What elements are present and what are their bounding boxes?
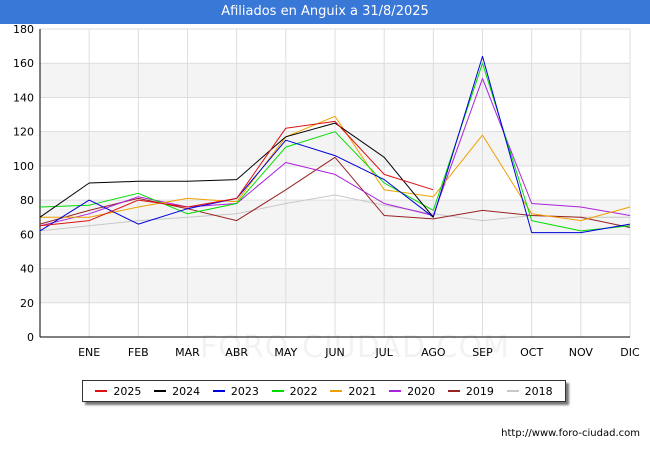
legend-label: 2025	[113, 384, 142, 398]
legend-label: 2022	[289, 384, 318, 398]
series-line-2024	[39, 122, 434, 218]
x-tick-label: NOV	[569, 346, 594, 359]
legend-swatch	[506, 390, 519, 392]
source-url[interactable]: http://www.foro-ciudad.com	[501, 428, 640, 439]
x-tick-labels: ENE FEB MAR ABR MAY JUN JUL AGO SEP OCT NOV DIC	[78, 346, 640, 359]
series-line-2023	[39, 55, 631, 234]
x-tick-label: FEB	[128, 346, 149, 359]
axes	[39, 29, 630, 338]
legend-swatch	[447, 390, 460, 392]
legend-item-2019: 2019	[447, 384, 494, 398]
chart-title: Afiliados en Anguix a 31/8/2025	[0, 0, 650, 24]
legend-item-2021: 2021	[330, 385, 376, 398]
series-line-2022	[39, 62, 631, 232]
legend-item-2025: 2025	[95, 385, 141, 398]
legend-label: 2023	[230, 384, 259, 398]
legend-label: 2018	[524, 384, 553, 398]
x-tick-label: MAY	[274, 346, 297, 359]
legend-swatch	[330, 390, 343, 392]
x-tick-label: OCT	[520, 346, 543, 359]
legend-swatch	[212, 390, 225, 392]
y-tick-label: 180	[13, 24, 34, 36]
chart-area: 0 20 40 60 80 100 120 140 160 180 ENE FEB MAR ABR MAY…	[13, 24, 640, 359]
y-tick-label: 40	[20, 263, 34, 276]
legend-label: 2020	[407, 384, 436, 398]
y-tick-label: 60	[20, 228, 34, 241]
y-tick-label: 20	[20, 297, 34, 310]
legend-swatch	[271, 390, 284, 392]
x-tick-label: AGO	[421, 346, 446, 359]
y-tick-label: 0	[27, 331, 34, 344]
legend-label: 2021	[348, 384, 377, 398]
legend-item-2022: 2022	[271, 384, 318, 398]
legend: 2025 2024 2023 2022 2021 2020 2019 2018	[82, 380, 566, 402]
legend-item-2018: 2018	[506, 384, 553, 398]
y-tick-labels: 0 20 40 60 80 100 120 140 160 180	[13, 24, 34, 344]
legend-item-2024: 2024	[154, 385, 200, 398]
series-line-2025	[39, 120, 434, 227]
x-tick-label: JUN	[324, 346, 345, 359]
legend-swatch	[389, 390, 402, 392]
x-tick-label: ABR	[225, 346, 248, 359]
legend-swatch	[154, 390, 167, 392]
x-tick-label: ENE	[78, 346, 100, 359]
legend-item-2023: 2023	[212, 384, 259, 398]
y-tick-label: 140	[13, 91, 34, 104]
x-tick-label: MAR	[175, 346, 200, 359]
series-line-2020	[39, 78, 631, 227]
x-tick-label: JUL	[374, 346, 393, 359]
legend-swatch	[95, 390, 108, 392]
series-lines	[39, 55, 631, 234]
legend-label: 2024	[172, 384, 201, 398]
y-tick-label: 80	[20, 194, 34, 207]
series-line-2019	[39, 156, 631, 228]
x-tick-label: SEP	[472, 346, 493, 359]
y-tick-label: 160	[13, 57, 34, 70]
x-tick-label: DIC	[620, 346, 640, 359]
legend-item-2020: 2020	[389, 385, 435, 398]
y-tick-label: 120	[13, 126, 34, 139]
series-line-2021	[40, 115, 631, 222]
legend-label: 2019	[465, 384, 494, 398]
watermark-text: FORO-CIUDAD.COM	[200, 330, 510, 365]
y-tick-label: 100	[13, 160, 34, 173]
